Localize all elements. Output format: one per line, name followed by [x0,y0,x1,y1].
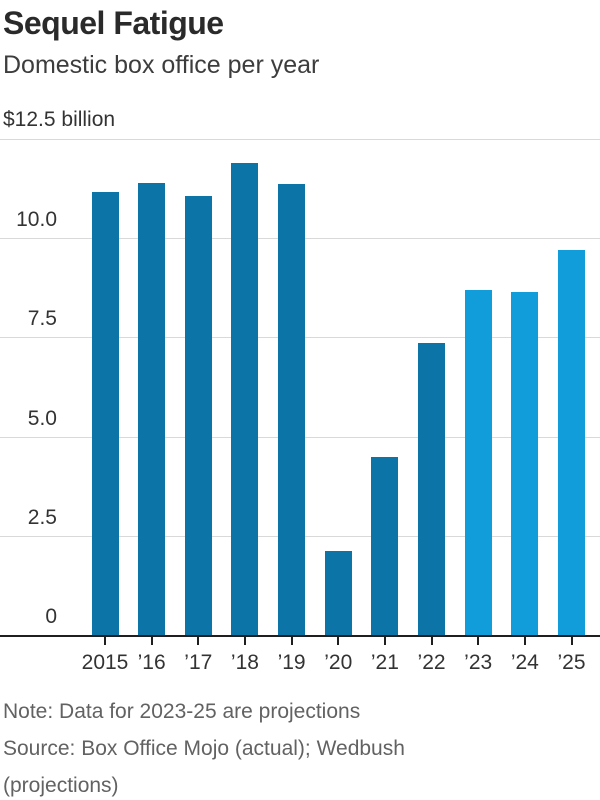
x-axis-label-19: ’19 [277,651,306,674]
chart-note: Note: Data for 2023-25 are projections [3,700,361,723]
x-axis-label-20: ’20 [324,651,353,674]
chart-footnotes: Note: Data for 2023-25 are projections S… [3,693,523,800]
x-axis-label-22: ’22 [417,651,446,674]
y-axis-unit-label: $12.5 billion [3,108,116,131]
bar-21 [371,457,399,635]
x-tick-23 [477,637,480,645]
y-axis-label-2.5: 2.5 [27,505,57,529]
y-axis-label-7.5: 7.5 [27,307,57,331]
x-axis-label-16: ’16 [137,651,166,674]
x-axis-label-25: ’25 [557,651,586,674]
bar-19 [278,184,306,635]
x-axis-label-17: ’17 [184,651,213,674]
chart-subtitle: Domestic box office per year [3,51,320,79]
x-tick-17 [197,637,200,645]
bar-2015 [91,192,119,635]
bar-24 [511,291,539,635]
bar-22 [418,342,446,635]
x-tick-24 [523,637,526,645]
x-tick-16 [150,637,153,645]
y-axis-label-0: 0 [45,605,57,628]
y-axis-label-5.0: 5.0 [27,406,57,430]
bar-23 [464,289,492,635]
bar-25 [558,250,585,635]
x-tick-25 [570,637,573,645]
x-tick-19 [290,637,293,645]
x-tick-20 [337,637,340,645]
x-tick-22 [430,637,433,645]
x-tick-18 [243,637,246,645]
x-axis-label-24: ’24 [510,651,539,674]
x-axis-label-18: ’18 [230,651,259,674]
chart-area: 0 2.5 5.0 7.5 10.0 2015 ’16 ’17 ’18 ’19 ’20 ’21 ’22 ’… [0,139,600,679]
x-tick-2015 [104,637,106,645]
x-tick-21 [383,637,386,645]
x-axis-line [0,635,600,637]
bar-17 [184,195,212,635]
chart-source: Source: Box Office Mojo (actual); Wedbus… [3,737,405,797]
x-axis-label-23: ’23 [464,651,493,674]
chart-title: Sequel Fatigue [3,5,224,41]
y-axis-label-10.0: 10.0 [16,208,57,232]
x-axis-label-2015: 2015 [81,651,129,674]
gridline-12.5 [0,139,600,140]
bar-18 [231,163,259,635]
bar-16 [138,183,166,635]
bar-20 [324,551,352,635]
x-axis-label-21: ’21 [370,651,399,674]
